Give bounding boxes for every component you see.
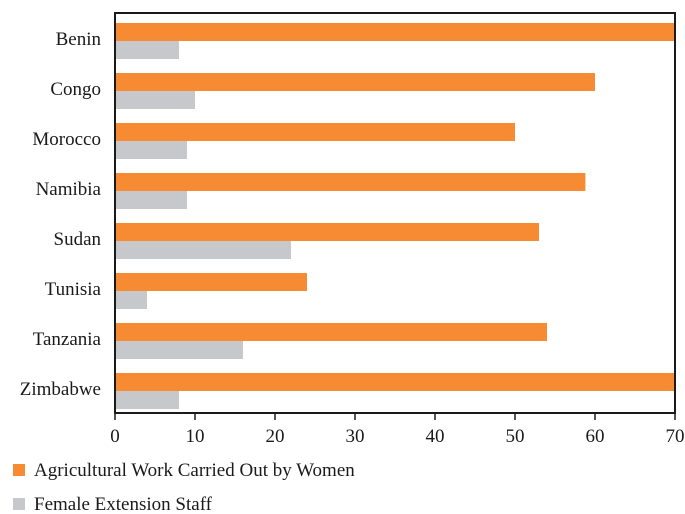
bar-extension-staff-namibia — [116, 191, 187, 209]
category-label: Tanzania — [33, 329, 102, 350]
category-labels: Benin Congo Morocco Namibia Sudan Tunisia Tanz… — [20, 29, 102, 400]
legend: Agricultural Work Carried Out by Women Fe… — [13, 460, 355, 514]
bar-extension-staff-tunisia — [116, 291, 147, 309]
x-tick-label: 0 — [110, 426, 120, 447]
category-label: Morocco — [32, 129, 101, 150]
legend-swatch — [13, 498, 25, 510]
x-tick-label: 40 — [426, 426, 445, 447]
category-label: Sudan — [54, 229, 102, 250]
x-axis: 0 10 20 30 40 50 60 70 — [110, 413, 685, 447]
x-tick-label: 30 — [346, 426, 365, 447]
bar-extension-staff-zimbabwe — [116, 391, 179, 409]
bar-extension-staff-congo — [116, 91, 195, 109]
bar-agricultural-work-tunisia — [116, 273, 307, 291]
bar-extension-staff-tanzania — [116, 341, 243, 359]
x-tick-label: 10 — [186, 426, 205, 447]
bar-extension-staff-benin — [116, 41, 179, 59]
category-label: Congo — [50, 79, 101, 100]
category-label: Benin — [56, 29, 102, 50]
bar-agricultural-work-sudan — [116, 223, 539, 241]
plot-frame — [114, 12, 676, 414]
bar-agricultural-work-morocco — [116, 123, 515, 141]
legend-label: Female Extension Staff — [34, 494, 213, 514]
legend-swatch — [13, 464, 25, 476]
bars-layer — [116, 23, 675, 409]
category-label: Namibia — [36, 179, 102, 200]
x-tick-label: 70 — [666, 426, 685, 447]
category-label: Zimbabwe — [20, 379, 101, 400]
x-tick-label: 20 — [266, 426, 285, 447]
bar-agricultural-work-congo — [116, 73, 595, 91]
bar-agricultural-work-namibia — [116, 173, 586, 191]
x-tick-label: 50 — [506, 426, 525, 447]
bar-agricultural-work-zimbabwe — [116, 373, 675, 391]
bar-extension-staff-sudan — [116, 241, 291, 259]
x-tick-label: 60 — [586, 426, 605, 447]
category-label: Tunisia — [45, 279, 102, 300]
legend-label: Agricultural Work Carried Out by Women — [34, 460, 355, 481]
bar-agricultural-work-benin — [116, 23, 675, 41]
bar-agricultural-work-tanzania — [116, 323, 547, 341]
bar-extension-staff-morocco — [116, 141, 187, 159]
